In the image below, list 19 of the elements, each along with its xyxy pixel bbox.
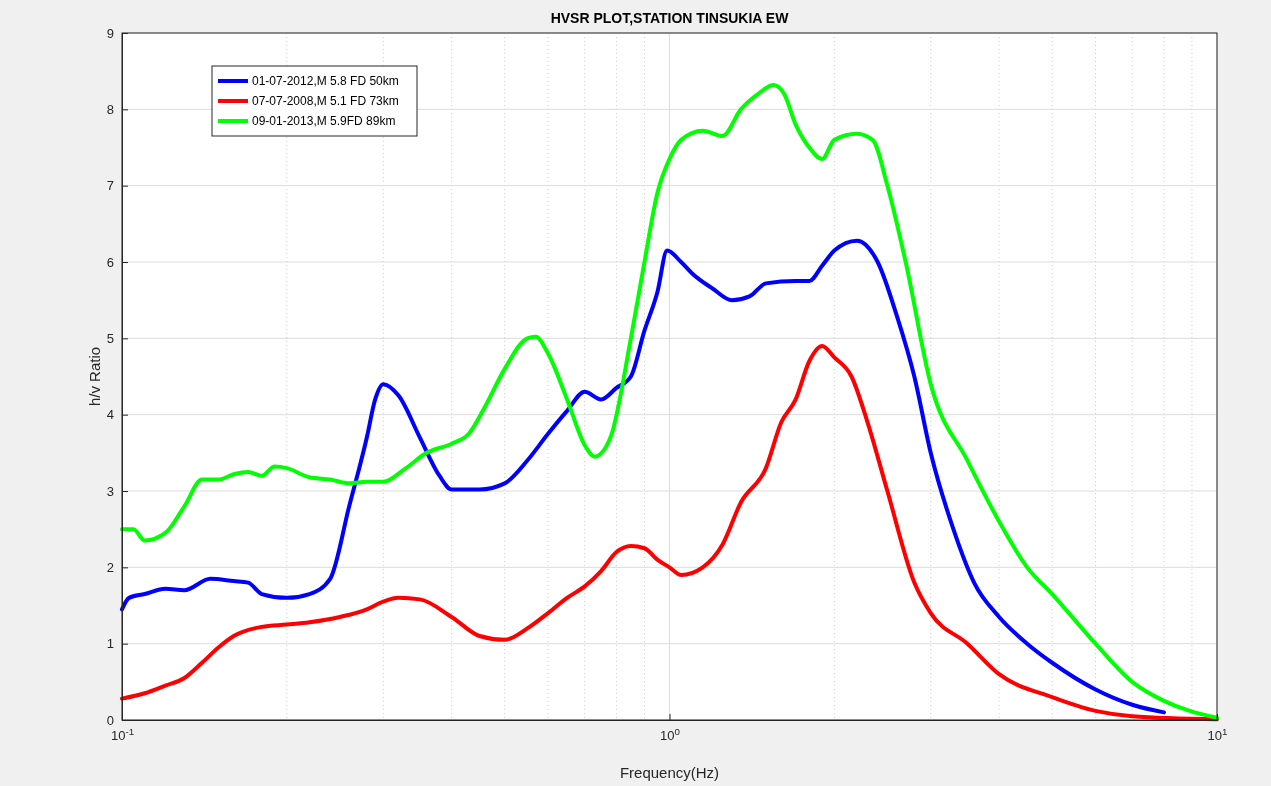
x-tick-label: 10$^{0}$ — [660, 725, 681, 743]
y-tick-label: 6 — [106, 254, 114, 270]
y-axis-title: h/v Ratio — [86, 346, 103, 407]
legend-label: 01-07-2012,M 5.8 FD 50km — [252, 74, 399, 88]
y-tick-label: 4 — [106, 407, 114, 423]
legend-label: 07-07-2008,M 5.1 FD 73km — [252, 94, 399, 108]
y-tick-label: 5 — [106, 330, 114, 346]
y-tick-label: 9 — [106, 25, 114, 41]
x-axis-title: Frequency(Hz) — [619, 764, 720, 781]
chart-title: HVSR PLOT,STATION TINSUKIA EW — [550, 10, 790, 26]
legend-label: 09-01-2013,M 5.9FD 89km — [252, 114, 396, 128]
x-tick-label: 10$^{-1}$ — [110, 725, 135, 743]
y-tick-label: 8 — [106, 101, 114, 117]
y-tick-label: 3 — [106, 483, 114, 499]
y-tick-label: 1 — [106, 636, 114, 652]
y-tick-label: 0 — [106, 712, 114, 728]
y-tick-label: 2 — [106, 559, 114, 575]
y-tick-label: 7 — [106, 178, 114, 194]
x-tick-label: 10$^{1}$ — [1207, 725, 1228, 743]
